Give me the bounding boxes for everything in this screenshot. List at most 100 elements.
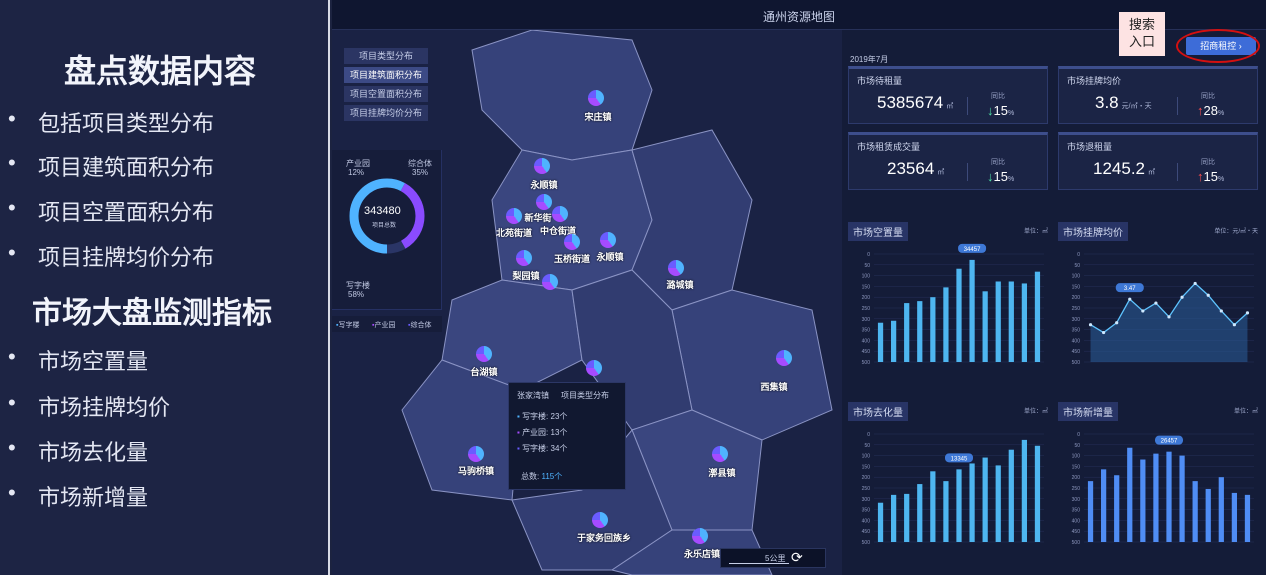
town-pie-marker[interactable] <box>476 346 492 362</box>
bar <box>969 463 975 542</box>
town-label[interactable]: 马驹桥镇 <box>457 466 495 476</box>
card-delta: ↓15% <box>987 169 1015 184</box>
y-tick-label: 150 <box>1072 284 1081 290</box>
card-divider <box>1177 97 1178 115</box>
bar <box>995 281 1001 362</box>
y-tick-label: 150 <box>862 284 871 290</box>
donut-pct-office: 58% <box>348 290 365 299</box>
bar <box>982 291 988 362</box>
y-tick-label: 250 <box>862 486 871 492</box>
listing-price-area-chart: 0 50 100 150 200 250 300 350 400 450 500 3.47 <box>1072 252 1254 366</box>
bullet-text: 市场挂牌均价 <box>38 395 171 420</box>
town-label[interactable]: 梨园镇 <box>512 271 540 281</box>
town-label[interactable]: 永顺镇 <box>596 252 624 262</box>
town-pie-marker[interactable] <box>506 208 522 224</box>
bullet-text: 项目建筑面积分布 <box>38 155 215 180</box>
tooltip-total: 总数: 115个 <box>521 472 563 481</box>
town-pie-marker[interactable] <box>516 250 532 266</box>
town-label[interactable]: 永顺镇 <box>530 180 558 190</box>
bar <box>1140 459 1146 542</box>
town-label[interactable]: 漷县镇 <box>708 468 736 478</box>
town-pie-marker[interactable] <box>668 260 684 276</box>
town-pie-marker[interactable] <box>536 194 552 210</box>
title-bar: 通州资源地图 <box>332 0 1266 30</box>
map-tab-type[interactable]: 项目类型分布 <box>344 48 428 64</box>
card-delta: ↑15% <box>1197 169 1225 184</box>
heading-market-indicators: 市场大盘监测指标 <box>32 297 272 330</box>
bar <box>904 303 910 362</box>
town-label[interactable]: 永乐店镇 <box>683 549 721 559</box>
town-pie-marker[interactable] <box>552 206 568 222</box>
y-tick-label: 50 <box>1074 263 1080 269</box>
bar <box>1153 453 1159 542</box>
bar <box>1166 451 1172 542</box>
chart-panel-new-supply: 市场新增量 单位：㎡ 0 50 100 150 200 250 300 350 400 450 50… <box>1058 402 1262 572</box>
town-label[interactable]: 宋庄镇 <box>584 112 612 122</box>
tooltip-row: ▪ 写字楼: 23个 <box>517 412 568 421</box>
y-tick-label: 250 <box>862 306 871 312</box>
bullet-text: 包括项目类型分布 <box>38 111 215 136</box>
data-point <box>1115 321 1119 325</box>
town-pie-marker[interactable] <box>542 274 558 290</box>
card-value: 1245.2 ㎡ <box>1093 159 1155 178</box>
town-pie-marker[interactable] <box>600 232 616 248</box>
refresh-icon[interactable]: ⟳ <box>791 549 803 565</box>
map-tab-vacancy-area[interactable]: 项目空置面积分布 <box>344 86 428 102</box>
y-tick-label: 0 <box>867 432 870 438</box>
map-tab-listing-price[interactable]: 项目挂牌均价分布 <box>344 105 428 121</box>
y-tick-label: 200 <box>862 475 871 481</box>
town-label[interactable]: 玉桥街道 <box>553 254 591 264</box>
card-yoy-label: 同比 <box>991 159 1005 166</box>
y-tick-label: 50 <box>1074 443 1080 449</box>
stat-card-listing-price: 市场挂牌均价 3.8 元/㎡・天 同比 ↑28% <box>1058 66 1258 124</box>
card-yoy-label: 同比 <box>1201 159 1215 166</box>
data-point <box>1193 281 1197 286</box>
town-label[interactable]: 台湖镇 <box>470 367 498 377</box>
bar <box>1231 492 1237 542</box>
town-pie-marker[interactable] <box>588 90 604 106</box>
heading-data-content: 盘点数据内容 <box>64 53 257 89</box>
bar <box>877 502 884 542</box>
y-tick-label: 100 <box>862 454 871 460</box>
town-pie-marker[interactable] <box>586 360 602 376</box>
y-tick-label: 350 <box>1072 328 1081 334</box>
map-area[interactable]: 项目类型分布 项目建筑面积分布 项目空置面积分布 项目挂牌均价分布 产业园 12… <box>332 30 842 575</box>
town-pie-marker[interactable] <box>776 350 792 366</box>
chart-title: 市场新增量 <box>1058 402 1118 421</box>
town-pie-marker[interactable] <box>692 528 708 544</box>
bar <box>1244 494 1251 542</box>
town-label[interactable]: 西集镇 <box>760 382 788 392</box>
donut-center-value: 343480 <box>364 205 401 217</box>
town-pie-marker[interactable] <box>712 446 728 462</box>
y-tick-label: 0 <box>1077 252 1080 258</box>
card-divider <box>967 97 968 115</box>
town-label[interactable]: 于家务回族乡 <box>576 533 632 543</box>
y-tick-label: 100 <box>1072 454 1081 460</box>
legend-office: ▪写字楼 <box>336 322 360 329</box>
town-label[interactable]: 中仓街道 <box>539 226 577 236</box>
town-pie-marker[interactable] <box>564 234 580 250</box>
bar <box>943 287 949 362</box>
card-value: 5385674 ㎡ <box>877 93 954 112</box>
value-badge <box>945 453 973 463</box>
bar <box>1034 445 1041 542</box>
vacancy-bar-chart: 0 50 100 150 200 250 300 350 400 450 500 34457 <box>862 243 1044 366</box>
town-pie-marker[interactable] <box>534 158 550 174</box>
town-tooltip: 张家湾镇 项目类型分布 ▪ 写字楼: 23个 ▪ 产业园: 13个 ▪ 写字楼:… <box>508 382 626 490</box>
town-pie-marker[interactable] <box>468 446 484 462</box>
card-value: 23564 ㎡ <box>887 159 945 178</box>
town-label[interactable]: 北苑街道 <box>495 228 533 238</box>
data-label: 3.47 <box>1124 286 1136 292</box>
data-point <box>1167 315 1171 319</box>
legend-complex: ▪综合体 <box>408 322 432 329</box>
bar <box>1101 469 1107 542</box>
y-tick-label: 150 <box>862 464 871 470</box>
town-pie-marker[interactable] <box>592 512 608 528</box>
y-tick-label: 0 <box>1077 432 1080 438</box>
town-label[interactable]: 新华街 <box>524 213 552 223</box>
stat-card-lease-deals: 市场租赁成交量 23564 ㎡ 同比 ↓15% <box>848 132 1048 190</box>
town-label[interactable]: 潞城镇 <box>666 280 694 290</box>
map-tab-building-area[interactable]: 项目建筑面积分布 <box>344 67 428 83</box>
new-supply-bar-chart: 0 50 100 150 200 250 300 350 400 450 500 26457 <box>1072 432 1254 546</box>
